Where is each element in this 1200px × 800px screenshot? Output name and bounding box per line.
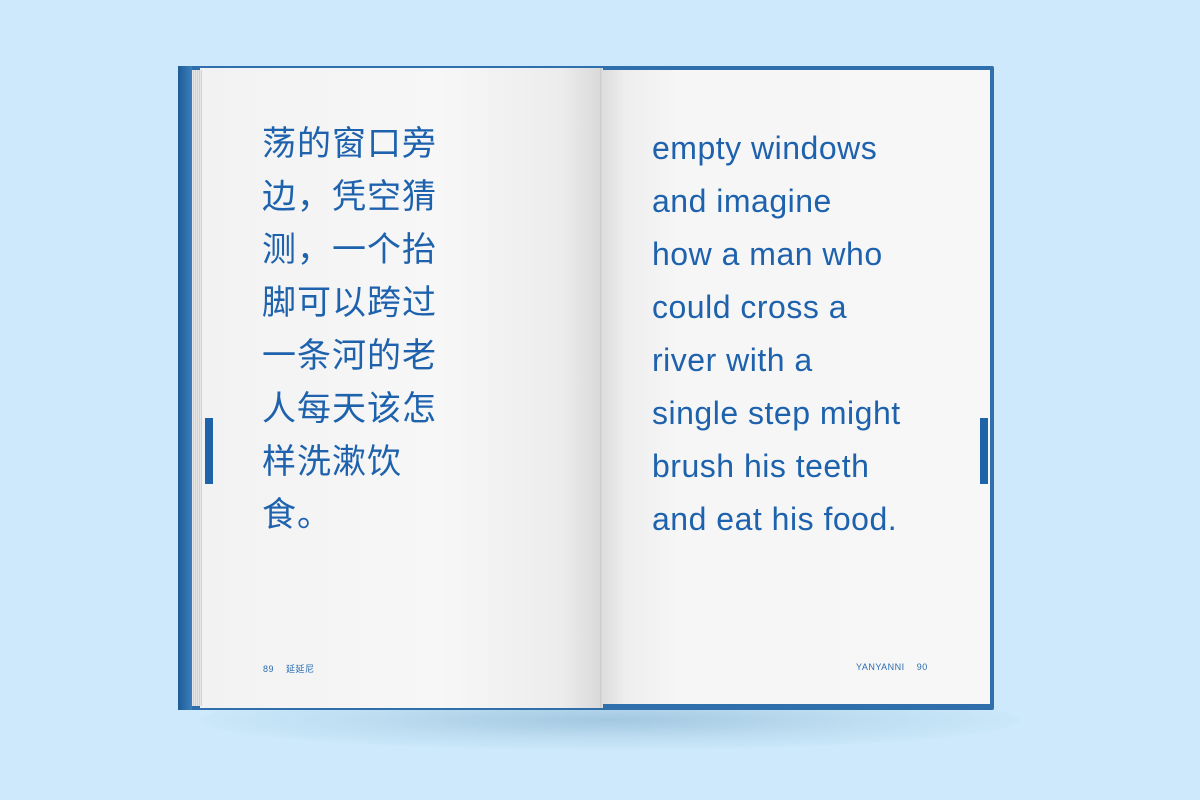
right-folio: YANYANNI 90 [856, 662, 928, 672]
left-folio: 89 延延尼 [263, 662, 315, 675]
english-line: and imagine [652, 183, 832, 219]
chinese-line: 脚可以跨过 [262, 283, 437, 323]
cover-edge [178, 66, 192, 710]
english-line: empty windows [652, 130, 878, 166]
left-running-head: 延延尼 [286, 664, 315, 674]
english-line: brush his teeth [652, 448, 870, 484]
chinese-line: 样洗漱饮 [262, 442, 402, 482]
right-ribbon-marker [980, 418, 988, 484]
book-gutter [600, 68, 603, 708]
chinese-line: 边，凭空猜 [262, 177, 437, 217]
chinese-line: 一条河的老 [262, 336, 437, 376]
chinese-line: 人每天该怎 [262, 389, 437, 429]
english-line: single step might [652, 395, 901, 431]
english-line: and eat his food. [652, 501, 898, 537]
english-line: how a man who [652, 236, 883, 272]
english-poem-text: empty windows and imagine how a man who … [652, 122, 972, 546]
chinese-line: 食。 [262, 495, 332, 535]
page-stack [192, 70, 202, 706]
right-running-head: YANYANNI [856, 662, 905, 672]
right-page-number: 90 [916, 662, 928, 672]
left-page-number: 89 [263, 664, 275, 674]
english-line: could cross a [652, 289, 848, 325]
chinese-line: 测，一个抬 [262, 230, 437, 270]
english-line: river with a [652, 342, 813, 378]
right-page [602, 70, 990, 704]
chinese-line: 荡的窗口旁 [262, 124, 437, 164]
chinese-poem-text: 荡的窗口旁 边，凭空猜 测，一个抬 脚可以跨过 一条河的老 人每天该怎 样洗漱饮… [262, 118, 582, 542]
left-page [200, 68, 602, 708]
left-ribbon-marker [205, 418, 213, 484]
